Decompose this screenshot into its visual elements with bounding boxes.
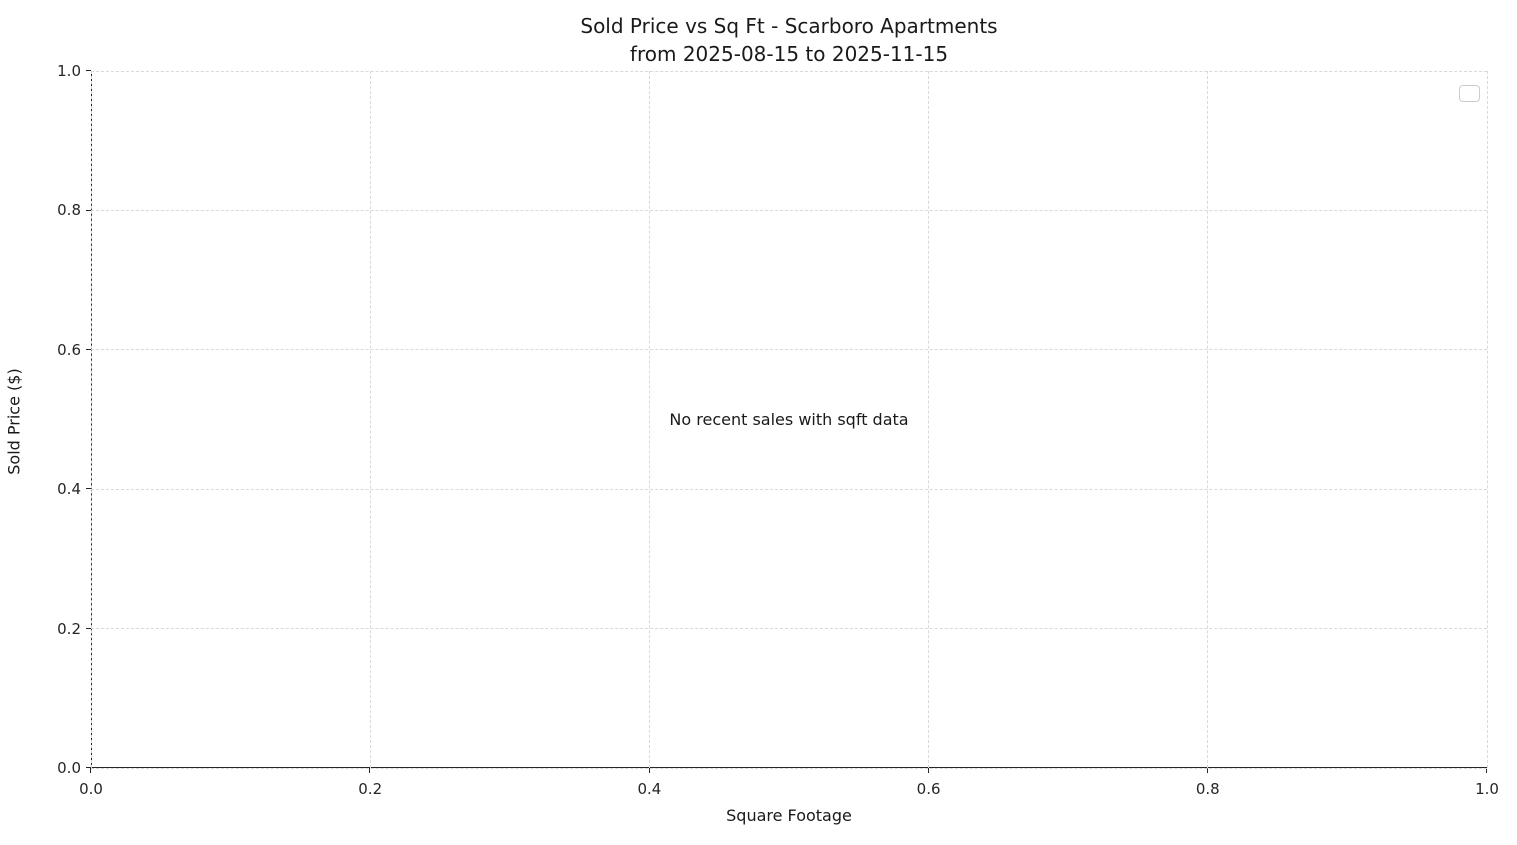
y-tick-label: 0.6	[57, 340, 81, 359]
x-tick-mark	[927, 768, 929, 773]
grid-line-horizontal	[91, 767, 1487, 769]
empty-data-message: No recent sales with sqft data	[669, 410, 909, 429]
x-tick-label: 0.0	[79, 780, 103, 798]
chart-subtitle: from 2025-08-15 to 2025-11-15	[629, 42, 949, 66]
x-tick-mark	[648, 768, 650, 773]
x-tick-mark	[1486, 768, 1488, 773]
grid-line-vertical	[90, 71, 92, 768]
x-tick-label: 0.2	[358, 780, 383, 798]
y-axis-label: Sold Price ($)	[4, 368, 24, 475]
grid-line-vertical	[1486, 71, 1488, 768]
x-tick-mark	[1207, 768, 1209, 773]
chart-title-block: Sold Price vs Sq Ft - Scarboro Apartment…	[91, 12, 1487, 68]
plot-area	[91, 71, 1487, 768]
legend-box	[1459, 85, 1480, 102]
x-tick-label: 0.4	[637, 780, 662, 798]
grid-line-horizontal	[91, 209, 1487, 211]
grid-line-horizontal	[91, 628, 1487, 630]
y-tick-mark	[86, 349, 91, 351]
grid-line-vertical	[1207, 71, 1209, 768]
y-tick-label: 0.4	[57, 480, 81, 499]
grid-line-vertical	[369, 71, 371, 768]
y-tick-label: 0.0	[57, 759, 81, 777]
x-tick-label: 1.0	[1475, 780, 1499, 798]
x-tick-mark	[90, 768, 92, 773]
grid-line-vertical	[928, 71, 930, 768]
y-tick-mark	[86, 209, 91, 211]
y-tick-label: 0.8	[57, 201, 81, 220]
y-tick-mark	[86, 488, 91, 490]
grid-line-horizontal	[91, 488, 1487, 490]
grid-line-vertical	[648, 71, 650, 768]
x-tick-label: 0.6	[916, 780, 941, 798]
y-tick-mark	[86, 767, 91, 769]
x-axis-label: Square Footage	[726, 806, 852, 825]
grid-line-horizontal	[91, 70, 1487, 72]
x-tick-mark	[369, 768, 371, 773]
x-tick-label: 0.8	[1195, 780, 1220, 798]
y-tick-label: 1.0	[57, 62, 81, 80]
y-tick-mark	[86, 70, 91, 72]
y-tick-label: 0.2	[57, 619, 81, 638]
chart-title: Sold Price vs Sq Ft - Scarboro Apartment…	[580, 14, 998, 38]
grid-line-horizontal	[91, 349, 1487, 351]
y-tick-mark	[86, 627, 91, 629]
